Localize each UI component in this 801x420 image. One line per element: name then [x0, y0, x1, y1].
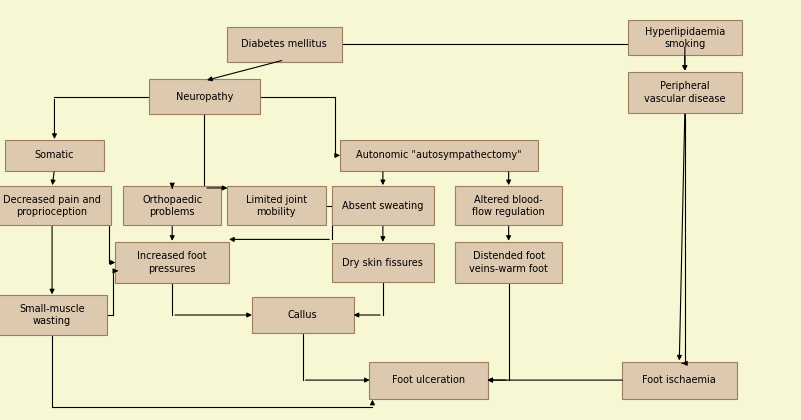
FancyBboxPatch shape [340, 140, 538, 171]
FancyBboxPatch shape [332, 243, 434, 282]
FancyBboxPatch shape [252, 297, 354, 333]
FancyBboxPatch shape [455, 186, 562, 225]
FancyBboxPatch shape [0, 296, 107, 334]
FancyBboxPatch shape [369, 362, 488, 399]
FancyBboxPatch shape [149, 79, 260, 114]
Text: Decreased pain and
proprioception: Decreased pain and proprioception [3, 194, 101, 217]
Text: Limited joint
mobility: Limited joint mobility [246, 194, 307, 217]
Text: Neuropathy: Neuropathy [175, 92, 233, 102]
Text: Callus: Callus [288, 310, 317, 320]
Text: Somatic: Somatic [34, 150, 74, 160]
FancyBboxPatch shape [123, 186, 221, 225]
Text: Foot ulceration: Foot ulceration [392, 375, 465, 385]
Text: Diabetes mellitus: Diabetes mellitus [241, 39, 328, 49]
FancyBboxPatch shape [115, 242, 229, 283]
FancyBboxPatch shape [227, 186, 325, 225]
FancyBboxPatch shape [0, 186, 111, 225]
Text: Absent sweating: Absent sweating [342, 201, 424, 211]
FancyBboxPatch shape [628, 72, 742, 113]
Text: Altered blood-
flow regulation: Altered blood- flow regulation [473, 194, 545, 217]
FancyBboxPatch shape [622, 362, 737, 399]
FancyBboxPatch shape [332, 186, 434, 225]
Text: Foot ischaemia: Foot ischaemia [642, 375, 716, 385]
Text: Distended foot
veins-warm foot: Distended foot veins-warm foot [469, 251, 548, 274]
FancyBboxPatch shape [6, 140, 104, 171]
Text: Increased foot
pressures: Increased foot pressures [138, 251, 207, 274]
Text: Hyperlipidaemia
smoking: Hyperlipidaemia smoking [645, 26, 725, 49]
Text: Orthopaedic
problems: Orthopaedic problems [142, 194, 203, 217]
Text: Autonomic "autosympathectomy": Autonomic "autosympathectomy" [356, 150, 521, 160]
Text: Peripheral
vascular disease: Peripheral vascular disease [644, 81, 726, 104]
Text: Small-muscle
wasting: Small-muscle wasting [19, 304, 85, 326]
FancyBboxPatch shape [455, 242, 562, 283]
FancyBboxPatch shape [227, 27, 341, 61]
FancyBboxPatch shape [628, 20, 742, 55]
Text: Dry skin fissures: Dry skin fissures [343, 257, 423, 268]
